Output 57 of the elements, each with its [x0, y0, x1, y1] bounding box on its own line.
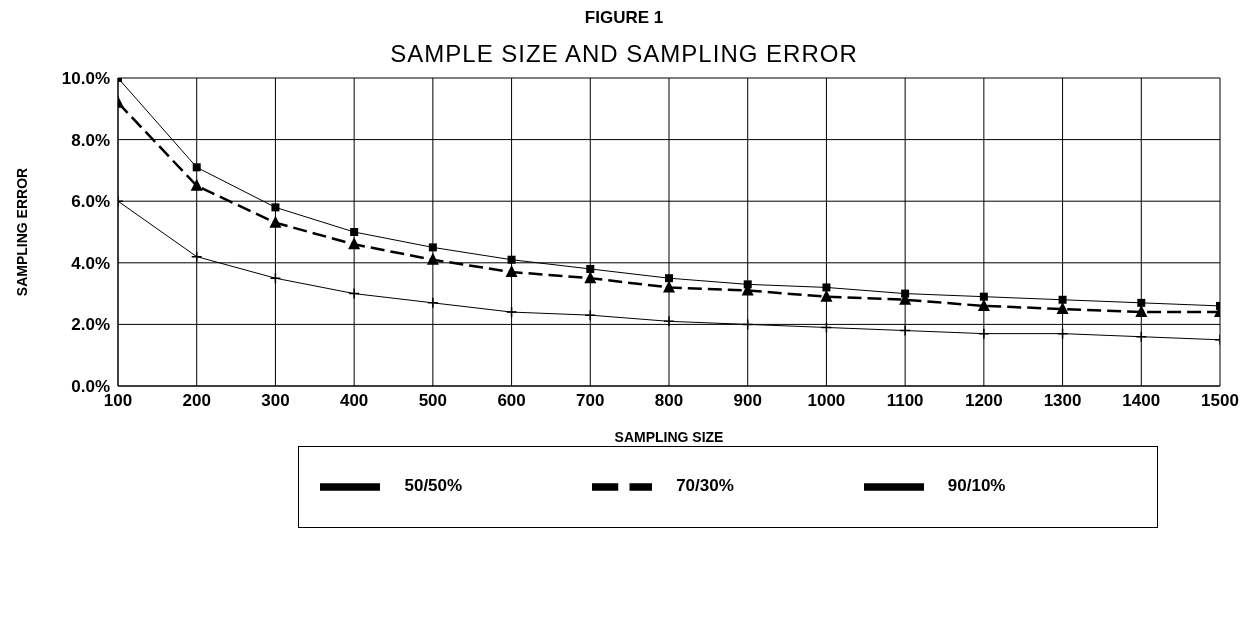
point	[741, 318, 754, 331]
point	[426, 252, 439, 265]
x-tick-label: 600	[497, 391, 526, 411]
y-tick-label: 8.0%	[71, 130, 110, 150]
legend-label: 70/30%	[676, 476, 734, 496]
point	[269, 215, 282, 228]
x-tick-label: 700	[576, 391, 605, 411]
x-axis-title: SAMPLING SIZE	[614, 429, 724, 445]
point	[350, 228, 359, 236]
point	[348, 237, 361, 250]
point	[190, 178, 203, 191]
point	[190, 250, 203, 263]
x-tick-label: 400	[339, 391, 369, 411]
point	[584, 309, 597, 321]
point	[663, 315, 675, 328]
chart-title: FIGURE 1	[583, 8, 665, 28]
x-tick-label: 1100	[886, 391, 924, 411]
point	[271, 203, 280, 212]
point	[586, 264, 595, 273]
legend-label: 50/50%	[404, 476, 463, 496]
point	[507, 255, 516, 264]
y-tick-label: 6.0%	[71, 192, 110, 212]
point	[979, 292, 988, 301]
x-tick-label: 200	[182, 391, 211, 411]
chart-subtitle: SAMPLE SIZE AND SAMPLING ERROR	[389, 40, 859, 68]
point	[1056, 327, 1069, 340]
x-tick-label: 1400	[1122, 391, 1161, 411]
y-tick-label: 4.0%	[71, 253, 110, 273]
x-tick-label: 1000	[807, 391, 846, 411]
point	[1135, 305, 1148, 318]
point	[978, 327, 990, 340]
x-tick-label: 1200	[964, 391, 1003, 411]
point	[665, 274, 673, 283]
point	[428, 243, 437, 252]
point	[427, 297, 439, 309]
x-tick-label: 300	[261, 391, 290, 411]
point	[1137, 298, 1146, 307]
point	[822, 283, 831, 292]
point	[505, 265, 518, 278]
x-tick-label: 500	[418, 391, 448, 411]
point	[899, 324, 911, 337]
y-tick-label: 10.0%	[61, 69, 110, 89]
point	[192, 163, 201, 172]
x-tick-label: 1500	[1201, 391, 1239, 411]
y-tick-label: 2.0%	[71, 315, 110, 335]
y-axis-title: SAMPLING ERROR	[13, 167, 30, 297]
point	[348, 287, 360, 300]
point	[820, 321, 833, 334]
x-tick-label: 900	[733, 391, 762, 411]
x-tick-label: 1300	[1043, 391, 1082, 411]
point	[1056, 302, 1069, 314]
point	[1058, 295, 1067, 304]
point	[269, 272, 282, 284]
point	[505, 306, 518, 318]
legend-label: 90/10%	[947, 476, 1006, 496]
point	[1135, 330, 1148, 343]
x-tick-label: 800	[654, 391, 684, 411]
